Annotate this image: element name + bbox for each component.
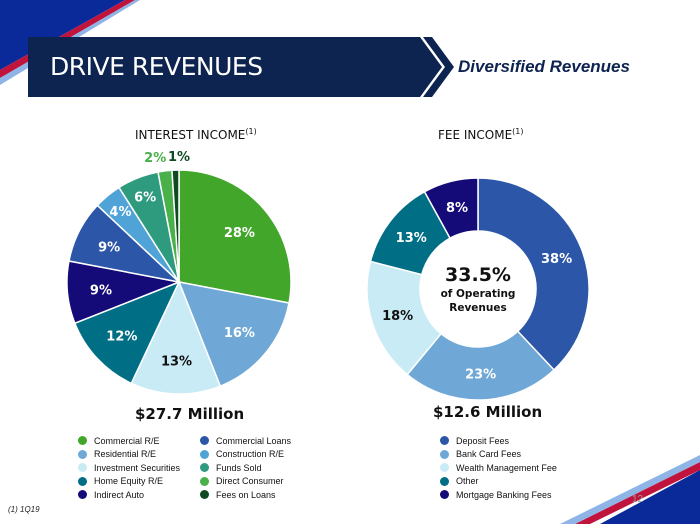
slice-mortgage-banking-fees: [423, 177, 479, 240]
data-label: 8%: [446, 201, 468, 216]
interest-legend-col2: Commercial Loans Construction R/E Funds So…: [200, 434, 291, 502]
legend-item: Commercial Loans: [200, 434, 291, 448]
legend-item: Fees on Loans: [200, 488, 291, 502]
legend-swatch: [200, 436, 209, 446]
legend-label: Wealth Management Fee: [456, 462, 557, 473]
legend-label: Residential R/E: [94, 449, 157, 460]
legend-swatch: [200, 463, 209, 473]
legend-label: Direct Consumer: [216, 476, 284, 487]
data-label: 38%: [541, 252, 572, 267]
donut-center-text-2: Revenues: [449, 302, 507, 314]
page-title: DRIVE REVENUES: [50, 52, 263, 81]
legend-item: Home Equity R/E: [78, 475, 180, 489]
interest-income-total: $27.7 Million: [135, 405, 245, 423]
legend-swatch: [78, 449, 87, 459]
slice-investment-securities: [130, 280, 222, 395]
legend-swatch: [78, 436, 87, 446]
title-text: INTEREST INCOME: [135, 128, 246, 142]
legend-item: Indirect Auto: [78, 488, 180, 502]
legend-item: Investment Securities: [78, 461, 180, 475]
interest-income-title: INTEREST INCOME(1): [135, 127, 257, 142]
title-sup: (1): [245, 127, 257, 136]
data-label: 6%: [134, 191, 156, 206]
donut-center-value: 33.5%: [445, 264, 511, 286]
interest-legend-col1: Commercial R/E Residential R/E Investment …: [78, 434, 180, 502]
footnote: (1) 1Q19: [8, 505, 40, 514]
legend-label: Other: [456, 476, 479, 487]
legend-label: Fees on Loans: [216, 489, 276, 500]
legend-swatch: [78, 463, 87, 473]
legend-swatch: [440, 490, 449, 500]
legend-label: Construction R/E: [216, 449, 285, 460]
legend-swatch: [78, 490, 87, 500]
donut-center-text-1: of Operating: [441, 288, 516, 300]
data-label: 13%: [396, 231, 427, 246]
fee-income-donut: 38% 23% 18% 13% 8%: [366, 177, 590, 401]
fee-legend: Deposit Fees Bank Card Fees Wealth Managem…: [440, 434, 557, 502]
data-label: 18%: [382, 309, 413, 324]
legend-swatch: [440, 463, 449, 473]
data-label: 4%: [109, 205, 131, 220]
data-label: 2%: [144, 151, 166, 166]
legend-item: Wealth Management Fee: [440, 461, 557, 475]
header-banner: [28, 37, 408, 97]
legend-item: Bank Card Fees: [440, 448, 557, 462]
legend-swatch: [440, 436, 449, 446]
legend-label: Bank Card Fees: [456, 449, 522, 460]
data-label: 23%: [465, 367, 496, 382]
legend-item: Residential R/E: [78, 448, 180, 462]
data-label: 12%: [106, 330, 137, 345]
data-label: 9%: [90, 283, 112, 298]
slice-residential-r-e: [177, 281, 290, 388]
legend-item: Direct Consumer: [200, 475, 291, 489]
interest-income-pie: 28% 16% 13% 12% 9% 9% 4%6% 2% 1%: [66, 150, 292, 395]
data-label: 9%: [98, 240, 120, 255]
legend-label: Commercial Loans: [216, 435, 292, 446]
legend-label: Commercial R/E: [94, 435, 160, 446]
data-label: 1%: [168, 150, 190, 165]
slice-commercial-r-e: [178, 169, 292, 304]
legend-swatch: [200, 490, 209, 500]
legend-item: Funds Sold: [200, 461, 291, 475]
data-label: 13%: [161, 354, 192, 369]
legend-swatch: [78, 476, 87, 486]
legend-item: Mortgage Banking Fees: [440, 488, 557, 502]
data-label: 28%: [224, 226, 255, 241]
legend-label: Deposit Fees: [456, 435, 510, 446]
slice-bank-card-fees: [406, 330, 556, 401]
slice-deposit-fees: [477, 177, 590, 371]
legend-item: Commercial R/E: [78, 434, 180, 448]
slice-fees-on-loans: [171, 169, 180, 283]
legend-label: Funds Sold: [216, 462, 262, 473]
legend-label: Indirect Auto: [94, 489, 145, 500]
legend-swatch: [440, 449, 449, 459]
page-subtitle: Diversified Revenues: [458, 57, 630, 76]
legend-item: Other: [440, 475, 557, 489]
page-number: 12: [632, 494, 644, 505]
legend-swatch: [440, 476, 449, 486]
title-sup: (1): [512, 127, 524, 136]
legend-item: Deposit Fees: [440, 434, 557, 448]
title-text: FEE INCOME: [438, 128, 513, 142]
legend-label: Mortgage Banking Fees: [456, 489, 552, 500]
data-label: 16%: [224, 326, 255, 341]
fee-income-total: $12.6 Million: [433, 403, 543, 421]
legend-label: Home Equity R/E: [94, 476, 164, 487]
legend-label: Investment Securities: [94, 462, 181, 473]
legend-swatch: [200, 449, 209, 459]
fee-income-title: FEE INCOME(1): [438, 127, 524, 142]
legend-swatch: [200, 476, 209, 486]
legend-item: Construction R/E: [200, 448, 291, 462]
slice-home-equity-r-e: [73, 280, 181, 385]
